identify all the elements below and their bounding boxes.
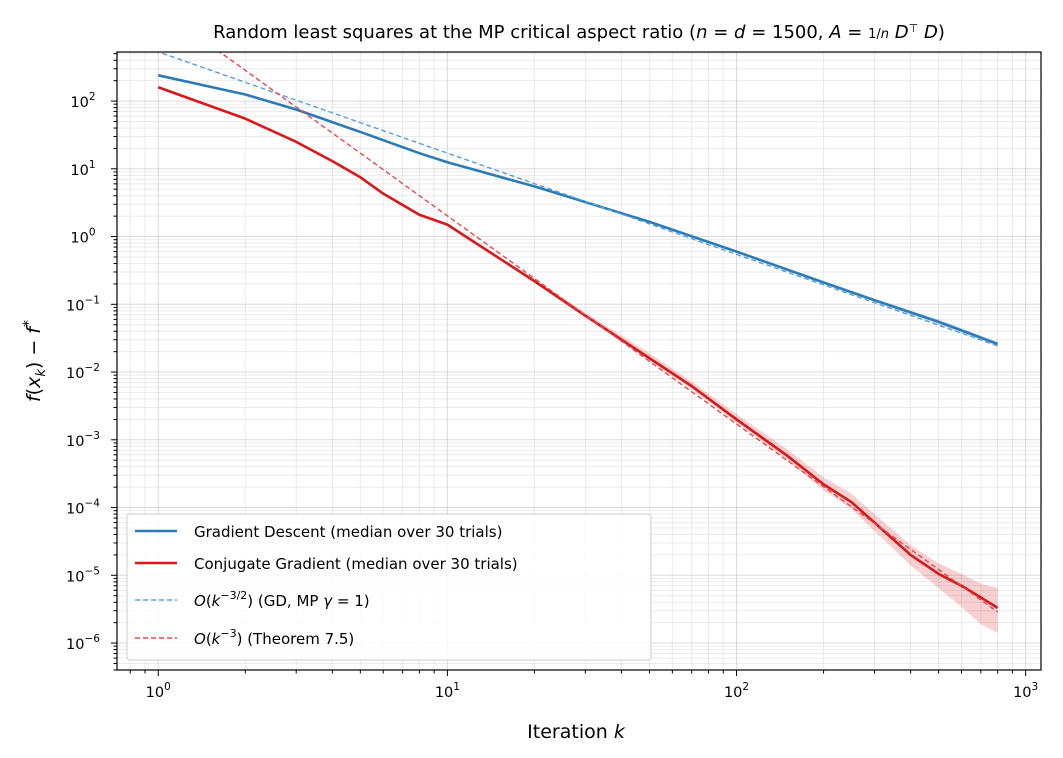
- legend-label-gd-rate: O(k−3/2) (GD, MP γ = 1): [194, 589, 370, 610]
- legend-label-cg-rate: O(k−3) (Theorem 7.5): [194, 627, 354, 648]
- x-tick-label: 102: [724, 681, 749, 701]
- legend-label-cg: Conjugate Gradient (median over 30 trial…: [194, 555, 518, 573]
- x-tick-label: 100: [146, 681, 171, 701]
- line-series-2: [156, 52, 998, 347]
- legend: Gradient Descent (median over 30 trials)…: [126, 513, 652, 661]
- line-series-1: [157, 86, 999, 610]
- chart-title: Random least squares at the MP critical …: [213, 22, 945, 43]
- series-lines: [156, 52, 999, 613]
- line-series-0: [157, 74, 999, 346]
- x-tick-label: 103: [1013, 681, 1038, 701]
- y-tick-label: 10−4: [66, 498, 100, 518]
- legend-label-gd: Gradient Descent (median over 30 trials): [194, 523, 502, 541]
- y-tick-label: 101: [70, 159, 95, 179]
- legend-item-cg-rate: O(k−3) (Theorem 7.5): [135, 627, 354, 648]
- line-series-3: [218, 52, 999, 613]
- y-tick-label: 100: [70, 227, 95, 247]
- y-axis-label: f(xk) − f*: [21, 320, 49, 402]
- legend-item-gd: Gradient Descent (median over 30 trials): [135, 523, 502, 541]
- y-tick-label: 10−2: [66, 362, 100, 382]
- grid: [117, 52, 1041, 671]
- legend-box: [126, 513, 652, 661]
- y-tick-label: 102: [70, 91, 95, 111]
- y-tick-label: 10−6: [66, 633, 100, 653]
- plot-frame: [116, 51, 1042, 671]
- y-tick-label: 10−5: [66, 565, 100, 585]
- x-tick-label: 101: [435, 681, 460, 701]
- y-tick-label: 10−1: [66, 294, 100, 314]
- axis-ticks: 100 101 102 103 10−6 10−5 10−4 10−3 10−2 10−1 100 1…: [66, 53, 1038, 701]
- y-tick-label: 10−3: [66, 430, 100, 450]
- legend-item-gd-rate: O(k−3/2) (GD, MP γ = 1): [135, 589, 370, 610]
- x-axis-label: Iteration k: [527, 721, 626, 743]
- legend-item-cg: Conjugate Gradient (median over 30 trial…: [135, 555, 518, 573]
